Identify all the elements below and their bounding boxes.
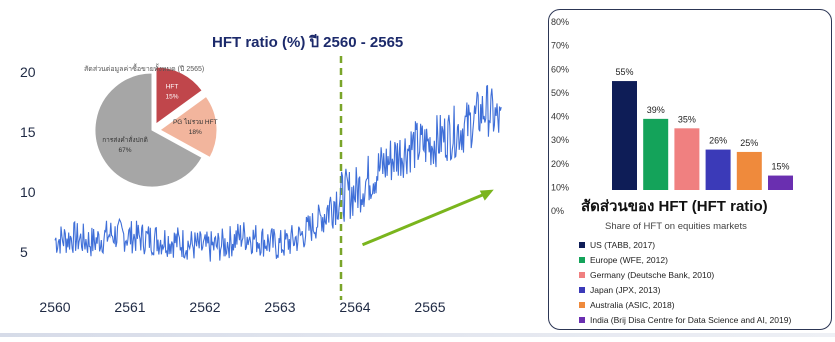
x-tick-label: 2562: [189, 299, 220, 315]
pie-slice-value: 15%: [166, 94, 179, 101]
pie-slice: [159, 95, 218, 159]
pie-slice-value: 67%: [119, 147, 132, 154]
x-tick-label: 2564: [339, 299, 370, 315]
x-tick-label: 2563: [264, 299, 295, 315]
hft-ratio-series-line: [54, 84, 502, 262]
pie-slice: [94, 72, 203, 188]
bar: [612, 81, 637, 190]
bar: [705, 149, 731, 190]
pie-slice-label: PG ไม่รวม HFT: [173, 118, 218, 126]
bar-value-label: 25%: [740, 138, 758, 148]
bar: [643, 118, 669, 190]
legend-swatch: [579, 316, 585, 323]
y-axis-ticks: 5 10 15 20: [20, 64, 36, 260]
bar-y-tick-label: 60%: [551, 64, 569, 74]
bar-y-tick-label: 40%: [551, 112, 569, 122]
x-tick-label: 2565: [414, 299, 445, 315]
bar-legend: US (TABB, 2017) Europe (WFE, 2012) Germany…: [579, 237, 791, 327]
bar-y-tick-label: 20%: [551, 159, 569, 169]
bars: [612, 81, 793, 190]
pie-slice-label: HFT: [166, 84, 179, 91]
bar-chart-svg: 0% 10% 20% 30% 40% 50% 60% 70% 80% 55% 39% 35% 26% 2…: [551, 17, 793, 232]
bar-y-tick-label: 30%: [551, 135, 569, 145]
legend-swatch: [579, 271, 585, 278]
legend-swatch: [579, 256, 585, 263]
trend-arrow: [361, 189, 494, 247]
pie-title: สัดส่วนต่อมูลค่าซื้อขายทั้งหมด (ปี 2565): [84, 62, 204, 73]
legend-item: US (TABB, 2017): [579, 237, 791, 252]
bar-value-label: 26%: [709, 136, 727, 146]
bar: [768, 175, 793, 190]
y-tick-label: 20: [20, 64, 36, 80]
legend-swatch: [579, 301, 585, 308]
bar-y-tick-label: 10%: [551, 182, 569, 192]
x-tick-label: 2561: [114, 299, 145, 315]
bar-y-tick-label: 0%: [551, 206, 564, 216]
bar: [674, 128, 700, 190]
inset-pie-chart: HFT 15% PG ไม่รวม HFT 18% การส่งคำสั่งปกติ 67…: [94, 66, 218, 188]
legend-swatch: [579, 241, 585, 248]
legend-label: Germany (Deutsche Bank, 2010): [590, 269, 715, 280]
x-tick-label: 2560: [39, 299, 70, 315]
y-tick-label: 15: [20, 124, 36, 140]
bar-value-label: 55%: [615, 67, 633, 77]
pie-slice: [155, 66, 203, 125]
legend-label: US (TABB, 2017): [590, 239, 656, 250]
legend-label: India (Brij Disa Centre for Data Science…: [590, 314, 792, 325]
bar-value-labels: 55% 39% 35% 26% 25% 15%: [615, 67, 789, 172]
trend-arrow-shaft: [361, 192, 487, 247]
bar-chart-subtitle: Share of HFT on equities markets: [605, 221, 747, 232]
bar-y-axis-ticks: 0% 10% 20% 30% 40% 50% 60% 70% 80%: [551, 17, 569, 216]
y-tick-label: 5: [20, 244, 28, 260]
line-chart-svg: 5 10 15 20 2560 2561 2562 2563 2564 2565 HFT 15% P…: [20, 56, 502, 315]
legend-item: Japan (JPX, 2013): [579, 282, 791, 297]
bottom-divider: [0, 333, 835, 337]
bar-value-label: 15%: [771, 162, 789, 172]
y-tick-label: 10: [20, 184, 36, 200]
line-chart-title: HFT ratio (%) ปี 2560 - 2565: [212, 34, 404, 51]
bar-y-tick-label: 50%: [551, 88, 569, 98]
bar-value-label: 39%: [647, 105, 665, 115]
bar: [736, 151, 762, 190]
bar-chart-title: สัดส่วนของ HFT (HFT ratio): [581, 198, 768, 215]
x-axis-ticks: 2560 2561 2562 2563 2564 2565: [39, 299, 445, 315]
legend-label: Japan (JPX, 2013): [590, 284, 661, 295]
pie-slice-label: การส่งคำสั่งปกติ: [102, 135, 148, 144]
legend-label: Australia (ASIC, 2018): [590, 299, 675, 310]
trend-arrow-head: [479, 189, 494, 201]
legend-swatch: [579, 286, 585, 293]
legend-item: Australia (ASIC, 2018): [579, 297, 791, 312]
pie-slice-value: 18%: [189, 129, 202, 136]
hft-ratio-line-chart: HFT ratio (%) ปี 2560 - 2565 5 10 15 20 256…: [20, 34, 502, 315]
bar-value-label: 35%: [678, 114, 696, 124]
legend-item: Germany (Deutsche Bank, 2010): [579, 267, 791, 282]
legend-label: Europe (WFE, 2012): [590, 254, 668, 265]
bar-y-tick-label: 70%: [551, 41, 569, 51]
legend-item: India (Brij Disa Centre for Data Science…: [579, 312, 791, 327]
bar-y-tick-label: 80%: [551, 17, 569, 27]
legend-item: Europe (WFE, 2012): [579, 252, 791, 267]
hft-share-bar-card: 0% 10% 20% 30% 40% 50% 60% 70% 80% 55% 39% 35% 26% 2…: [548, 9, 832, 330]
